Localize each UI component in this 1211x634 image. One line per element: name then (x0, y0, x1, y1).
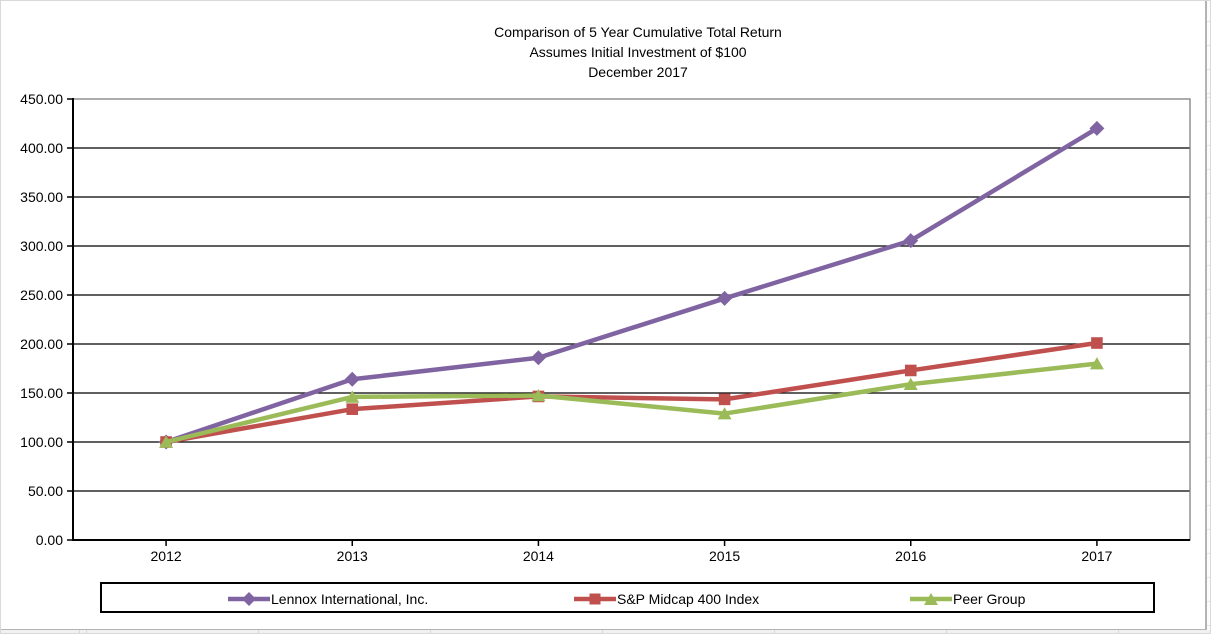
diamond-marker (903, 233, 919, 249)
triangle-marker (717, 407, 732, 420)
y-tick-label: 0.00 (35, 532, 63, 548)
legend-item-peer-group: Peer Group (909, 590, 1025, 608)
diamond-marker (530, 350, 546, 366)
x-tick-label: 2014 (522, 548, 554, 564)
legend-item-lennox: Lennox International, Inc. (227, 590, 428, 608)
chart-title-line-3: December 2017 (588, 64, 688, 80)
triangle-series-icon (910, 593, 952, 605)
y-tick-label: 450.00 (20, 91, 63, 107)
series-line-peer-group (163, 361, 1100, 445)
y-tick-label: 50.00 (27, 483, 63, 499)
x-tick-label: 2016 (895, 548, 927, 564)
triangle-marker (1089, 357, 1104, 370)
y-tick-label: 150.00 (20, 385, 63, 401)
diamond-series-icon (228, 592, 270, 606)
diamond-marker (1089, 120, 1105, 136)
triangle-marker (531, 388, 546, 402)
series-line-lennox-international-inc (163, 126, 1100, 445)
square-marker (904, 364, 917, 377)
square-marker (718, 393, 731, 406)
plot-border (72, 98, 1191, 541)
triangle-marker (903, 377, 918, 390)
chart-title: Comparison of 5 Year Cumulative Total Re… (64, 22, 1210, 82)
spreadsheet-cells-right (1207, 1, 1210, 629)
y-tick-label: 100.00 (20, 434, 63, 450)
spreadsheet-cells-bottom (1, 630, 1210, 633)
chart-object-right-border (1205, 1, 1207, 629)
diamond-marker (344, 371, 360, 387)
y-tick-label: 250.00 (20, 287, 63, 303)
legend: Lennox International, Inc. S&P Midcap 40… (100, 582, 1155, 613)
legend-label: S&P Midcap 400 Index (617, 591, 760, 607)
x-tick-label: 2017 (1081, 548, 1113, 564)
triangle-marker (159, 435, 174, 448)
y-tick-label: 200.00 (20, 336, 63, 352)
square-marker (346, 403, 359, 415)
legend-item-sp-midcap: S&P Midcap 400 Index (573, 590, 759, 608)
diamond-marker (717, 290, 733, 306)
x-tick-label: 2015 (709, 548, 741, 564)
legend-label: Lennox International, Inc. (271, 591, 429, 607)
y-tick-label: 350.00 (20, 189, 63, 205)
chart-title-line-2: Assumes Initial Investment of $100 (529, 44, 747, 60)
series-line-s-p-midcap-400-index (163, 340, 1100, 445)
y-tick-label: 300.00 (20, 238, 63, 254)
y-tick-label: 400.00 (20, 140, 63, 156)
x-tick-label: 2012 (150, 548, 182, 564)
square-marker (1091, 337, 1103, 349)
triangle-marker (345, 390, 360, 403)
chart-title-line-1: Comparison of 5 Year Cumulative Total Re… (494, 24, 782, 40)
square-series-icon (574, 593, 616, 605)
chart-object-bottom-border (1, 629, 1207, 630)
x-tick-label: 2013 (336, 548, 368, 564)
legend-label: Peer Group (953, 591, 1026, 607)
